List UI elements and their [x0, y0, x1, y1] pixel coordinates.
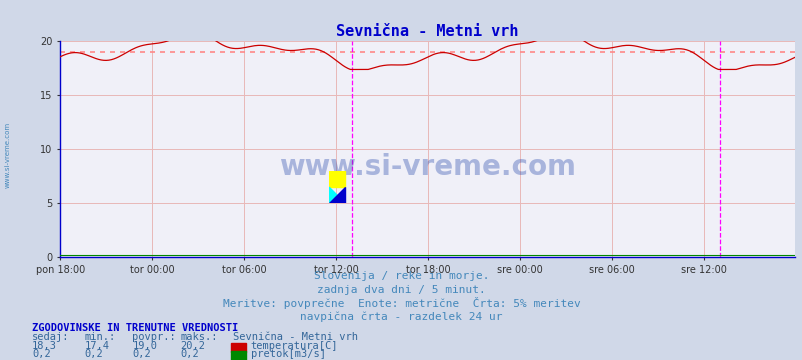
Text: Slovenija / reke in morje.: Slovenija / reke in morje.: [314, 271, 488, 281]
Text: 0,2: 0,2: [84, 349, 103, 359]
Text: sedaj:: sedaj:: [32, 332, 70, 342]
Text: 19,0: 19,0: [132, 341, 157, 351]
Text: 0,2: 0,2: [132, 349, 151, 359]
Text: navpična črta - razdelek 24 ur: navpična črta - razdelek 24 ur: [300, 311, 502, 322]
Polygon shape: [329, 187, 345, 203]
Text: pretok[m3/s]: pretok[m3/s]: [250, 349, 325, 359]
Text: www.si-vreme.com: www.si-vreme.com: [5, 122, 11, 188]
Text: povpr.:: povpr.:: [132, 332, 176, 342]
Bar: [329, 171, 345, 187]
Text: 18,3: 18,3: [32, 341, 57, 351]
Text: 17,4: 17,4: [84, 341, 109, 351]
Text: 0,2: 0,2: [32, 349, 51, 359]
Title: Sevnična - Metni vrh: Sevnična - Metni vrh: [336, 24, 518, 39]
Text: Meritve: povprečne  Enote: metrične  Črta: 5% meritev: Meritve: povprečne Enote: metrične Črta:…: [222, 297, 580, 309]
Text: 0,2: 0,2: [180, 349, 199, 359]
Polygon shape: [329, 187, 345, 203]
Text: temperatura[C]: temperatura[C]: [250, 341, 338, 351]
Text: www.si-vreme.com: www.si-vreme.com: [279, 153, 575, 181]
Text: Sevnična - Metni vrh: Sevnična - Metni vrh: [233, 332, 358, 342]
Text: min.:: min.:: [84, 332, 115, 342]
Text: maks.:: maks.:: [180, 332, 218, 342]
Text: zadnja dva dni / 5 minut.: zadnja dva dni / 5 minut.: [317, 285, 485, 296]
Text: 20,2: 20,2: [180, 341, 205, 351]
Text: ZGODOVINSKE IN TRENUTNE VREDNOSTI: ZGODOVINSKE IN TRENUTNE VREDNOSTI: [32, 323, 238, 333]
